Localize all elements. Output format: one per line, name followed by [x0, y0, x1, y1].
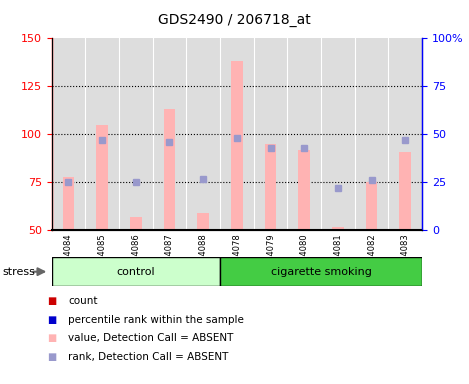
Bar: [332, 227, 344, 230]
Bar: [186, 38, 220, 230]
Text: ■: ■: [47, 333, 56, 343]
Bar: [96, 125, 108, 230]
Text: cigarette smoking: cigarette smoking: [271, 266, 371, 277]
Bar: [388, 38, 422, 230]
Bar: [85, 38, 119, 230]
Bar: [287, 38, 321, 230]
Bar: [231, 61, 243, 230]
Text: percentile rank within the sample: percentile rank within the sample: [68, 315, 244, 325]
Bar: [52, 257, 220, 286]
Text: count: count: [68, 296, 98, 306]
Bar: [254, 38, 287, 230]
Text: ■: ■: [47, 352, 56, 362]
Text: ■: ■: [47, 296, 56, 306]
Bar: [119, 38, 152, 230]
Text: control: control: [116, 266, 155, 277]
Bar: [220, 38, 254, 230]
Bar: [265, 144, 276, 230]
Bar: [130, 217, 142, 230]
Text: ■: ■: [47, 315, 56, 325]
Bar: [220, 257, 422, 286]
Bar: [366, 182, 378, 230]
Text: value, Detection Call = ABSENT: value, Detection Call = ABSENT: [68, 333, 234, 343]
Bar: [197, 213, 209, 230]
Bar: [164, 109, 175, 230]
Bar: [152, 38, 186, 230]
Bar: [355, 38, 388, 230]
Text: rank, Detection Call = ABSENT: rank, Detection Call = ABSENT: [68, 352, 228, 362]
Text: GDS2490 / 206718_at: GDS2490 / 206718_at: [158, 13, 311, 27]
Bar: [298, 150, 310, 230]
Bar: [400, 152, 411, 230]
Text: stress: stress: [2, 266, 35, 277]
Bar: [62, 177, 74, 230]
Bar: [52, 38, 85, 230]
Bar: [321, 38, 355, 230]
